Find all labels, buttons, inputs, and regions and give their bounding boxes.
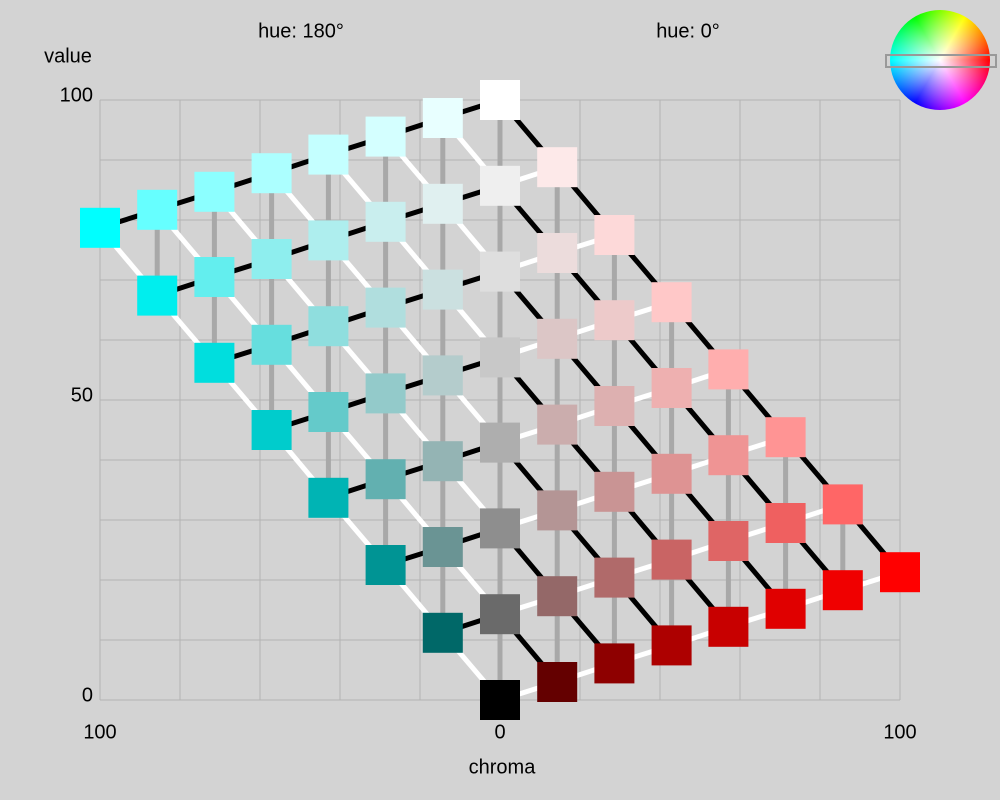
color-swatch[interactable] — [765, 588, 806, 629]
top-row-line — [327, 440, 501, 501]
color-swatch[interactable] — [480, 680, 520, 720]
color-swatch[interactable] — [194, 257, 235, 297]
color-swatch[interactable] — [651, 282, 692, 323]
color-swatch[interactable] — [422, 98, 463, 138]
color-swatch[interactable] — [537, 404, 578, 445]
color-swatch[interactable] — [651, 625, 692, 666]
y-tick-label: 100 — [60, 84, 93, 106]
hue-selector[interactable] — [885, 54, 997, 68]
color-swatch[interactable] — [137, 275, 178, 316]
color-swatch[interactable] — [308, 220, 349, 261]
color-swatch[interactable] — [365, 287, 406, 328]
color-swatch[interactable] — [594, 386, 635, 426]
color-swatch[interactable] — [537, 318, 578, 359]
color-swatch[interactable] — [537, 662, 578, 702]
color-swatch[interactable] — [308, 392, 349, 432]
y-tick-label: 50 — [71, 384, 93, 406]
color-swatch[interactable] — [80, 207, 120, 248]
color-swatch[interactable] — [422, 527, 463, 567]
color-swatch[interactable] — [708, 349, 749, 390]
color-swatch[interactable] — [594, 643, 635, 684]
color-swatch[interactable] — [537, 576, 578, 617]
color-swatch[interactable] — [537, 233, 578, 273]
color-swatch[interactable] — [594, 300, 635, 341]
color-swatch[interactable] — [480, 508, 520, 549]
color-swatch[interactable] — [422, 355, 463, 396]
hue-label: hue: 180° — [258, 20, 344, 42]
color-swatch[interactable] — [137, 189, 178, 230]
color-swatch[interactable] — [422, 612, 463, 653]
color-swatch[interactable] — [251, 324, 292, 365]
color-swatch[interactable] — [422, 441, 463, 482]
color-swatch[interactable] — [365, 116, 406, 157]
color-swatch[interactable] — [251, 153, 292, 194]
color-swatch[interactable] — [708, 435, 749, 476]
x-tick-label: 100 — [883, 721, 916, 743]
color-swatch[interactable] — [422, 183, 463, 224]
x-tick-label: 100 — [83, 721, 116, 743]
color-swatch[interactable] — [594, 557, 635, 598]
color-swatch[interactable] — [651, 368, 692, 408]
color-swatch[interactable] — [194, 342, 235, 383]
color-swatch[interactable] — [251, 410, 292, 450]
color-swatch[interactable] — [480, 251, 520, 292]
color-swatch[interactable] — [765, 503, 806, 543]
color-swatch[interactable] — [537, 490, 578, 531]
bottom-row-line — [326, 152, 502, 360]
color-swatch[interactable] — [651, 539, 692, 580]
color-swatch[interactable] — [537, 147, 578, 188]
color-swatch[interactable] — [880, 552, 920, 593]
color-swatch[interactable] — [651, 453, 692, 494]
bottom-row-line — [499, 299, 673, 360]
color-swatch[interactable] — [765, 417, 806, 458]
color-swatch[interactable] — [422, 269, 463, 310]
color-swatch[interactable] — [480, 80, 520, 120]
color-swatch[interactable] — [308, 306, 349, 347]
hue-wheel[interactable] — [890, 10, 990, 110]
color-swatch[interactable] — [594, 471, 635, 512]
color-swatch[interactable] — [708, 521, 749, 561]
color-swatch[interactable] — [194, 171, 235, 212]
color-swatch[interactable] — [480, 165, 520, 206]
color-swatch[interactable] — [822, 484, 863, 525]
hue-label: hue: 0° — [656, 20, 720, 42]
color-swatch[interactable] — [308, 477, 349, 518]
color-swatch[interactable] — [480, 337, 520, 378]
x-axis-label: chroma — [469, 756, 537, 778]
color-swatch[interactable] — [480, 422, 520, 463]
color-swatch[interactable] — [308, 134, 349, 175]
color-swatch[interactable] — [594, 215, 635, 255]
color-swatch[interactable] — [365, 459, 406, 500]
color-swatch[interactable] — [822, 570, 863, 611]
color-swatch[interactable] — [365, 201, 406, 242]
color-swatch[interactable] — [480, 594, 520, 635]
color-swatch[interactable] — [365, 373, 406, 414]
color-swatch[interactable] — [251, 239, 292, 279]
x-tick-label: 0 — [494, 721, 505, 743]
color-swatch[interactable] — [708, 606, 749, 647]
color-swatch[interactable] — [365, 545, 406, 585]
top-row-line — [498, 440, 674, 648]
y-tick-label: 0 — [82, 684, 93, 706]
y-axis-label: value — [44, 45, 92, 67]
